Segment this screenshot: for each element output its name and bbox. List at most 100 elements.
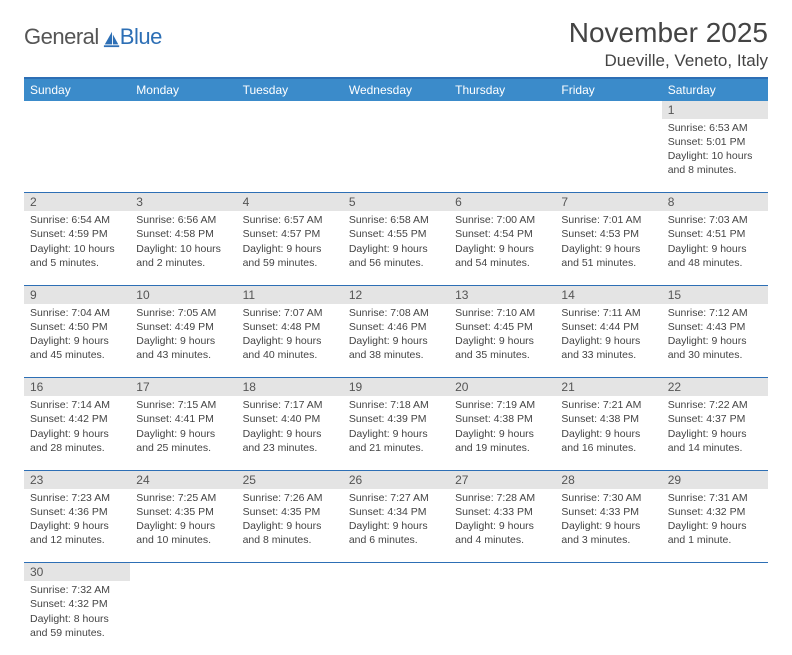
day-number: [130, 101, 236, 119]
day-details: Sunrise: 7:08 AMSunset: 4:46 PMDaylight:…: [343, 304, 449, 367]
day-cell: Sunrise: 7:03 AMSunset: 4:51 PMDaylight:…: [662, 211, 768, 285]
col-saturday: Saturday: [662, 78, 768, 101]
day-details: Sunrise: 7:12 AMSunset: 4:43 PMDaylight:…: [662, 304, 768, 367]
sunset-text: Sunset: 4:58 PM: [136, 227, 230, 241]
day-number: 24: [130, 470, 236, 489]
daylight-text: Daylight: 9 hours and 3 minutes.: [561, 519, 655, 547]
day-details: Sunrise: 7:30 AMSunset: 4:33 PMDaylight:…: [555, 489, 661, 552]
day-number: [662, 563, 768, 582]
sunrise-text: Sunrise: 7:05 AM: [136, 306, 230, 320]
day-cell: Sunrise: 7:30 AMSunset: 4:33 PMDaylight:…: [555, 489, 661, 563]
daylight-text: Daylight: 9 hours and 14 minutes.: [668, 427, 762, 455]
day-cell: Sunrise: 7:25 AMSunset: 4:35 PMDaylight:…: [130, 489, 236, 563]
day-details: Sunrise: 7:32 AMSunset: 4:32 PMDaylight:…: [24, 581, 130, 644]
daylight-text: Daylight: 9 hours and 30 minutes.: [668, 334, 762, 362]
calendar-body: 1Sunrise: 6:53 AMSunset: 5:01 PMDaylight…: [24, 101, 768, 655]
day-details: Sunrise: 6:58 AMSunset: 4:55 PMDaylight:…: [343, 211, 449, 274]
day-cell: Sunrise: 7:23 AMSunset: 4:36 PMDaylight:…: [24, 489, 130, 563]
week-row: Sunrise: 6:54 AMSunset: 4:59 PMDaylight:…: [24, 211, 768, 285]
daylight-text: Daylight: 9 hours and 12 minutes.: [30, 519, 124, 547]
day-details: Sunrise: 7:18 AMSunset: 4:39 PMDaylight:…: [343, 396, 449, 459]
sunrise-text: Sunrise: 7:17 AM: [243, 398, 337, 412]
sunset-text: Sunset: 4:37 PM: [668, 412, 762, 426]
sunrise-text: Sunrise: 7:21 AM: [561, 398, 655, 412]
sunrise-text: Sunrise: 7:30 AM: [561, 491, 655, 505]
day-number: [449, 563, 555, 582]
day-details: Sunrise: 7:03 AMSunset: 4:51 PMDaylight:…: [662, 211, 768, 274]
daylight-text: Daylight: 10 hours and 8 minutes.: [668, 149, 762, 177]
day-details: Sunrise: 7:11 AMSunset: 4:44 PMDaylight:…: [555, 304, 661, 367]
location-label: Dueville, Veneto, Italy: [569, 51, 768, 71]
daynum-row: 9101112131415: [24, 285, 768, 304]
day-cell: Sunrise: 7:26 AMSunset: 4:35 PMDaylight:…: [237, 489, 343, 563]
day-number: 6: [449, 193, 555, 212]
day-number: 30: [24, 563, 130, 582]
day-cell: Sunrise: 7:07 AMSunset: 4:48 PMDaylight:…: [237, 304, 343, 378]
title-block: November 2025 Dueville, Veneto, Italy: [569, 18, 768, 71]
day-cell: [343, 119, 449, 193]
daylight-text: Daylight: 9 hours and 45 minutes.: [30, 334, 124, 362]
day-details: Sunrise: 7:27 AMSunset: 4:34 PMDaylight:…: [343, 489, 449, 552]
day-details: Sunrise: 7:05 AMSunset: 4:49 PMDaylight:…: [130, 304, 236, 367]
sunrise-text: Sunrise: 7:10 AM: [455, 306, 549, 320]
day-details: Sunrise: 6:56 AMSunset: 4:58 PMDaylight:…: [130, 211, 236, 274]
day-details: Sunrise: 7:01 AMSunset: 4:53 PMDaylight:…: [555, 211, 661, 274]
calendar-page: General Blue November 2025 Dueville, Ven…: [0, 0, 792, 655]
month-title: November 2025: [569, 18, 768, 49]
sunrise-text: Sunrise: 6:56 AM: [136, 213, 230, 227]
daylight-text: Daylight: 9 hours and 8 minutes.: [243, 519, 337, 547]
day-number: [24, 101, 130, 119]
day-cell: Sunrise: 7:05 AMSunset: 4:49 PMDaylight:…: [130, 304, 236, 378]
day-cell: Sunrise: 7:04 AMSunset: 4:50 PMDaylight:…: [24, 304, 130, 378]
sunset-text: Sunset: 4:40 PM: [243, 412, 337, 426]
sunrise-text: Sunrise: 7:23 AM: [30, 491, 124, 505]
page-header: General Blue November 2025 Dueville, Ven…: [24, 18, 768, 71]
day-details: Sunrise: 7:00 AMSunset: 4:54 PMDaylight:…: [449, 211, 555, 274]
day-number: 14: [555, 285, 661, 304]
daynum-row: 30: [24, 563, 768, 582]
day-number: 4: [237, 193, 343, 212]
sunset-text: Sunset: 4:32 PM: [668, 505, 762, 519]
week-row: Sunrise: 7:14 AMSunset: 4:42 PMDaylight:…: [24, 396, 768, 470]
day-number: [237, 563, 343, 582]
day-cell: Sunrise: 7:32 AMSunset: 4:32 PMDaylight:…: [24, 581, 130, 655]
sunrise-text: Sunrise: 7:22 AM: [668, 398, 762, 412]
daylight-text: Daylight: 9 hours and 19 minutes.: [455, 427, 549, 455]
sunset-text: Sunset: 4:36 PM: [30, 505, 124, 519]
daylight-text: Daylight: 9 hours and 33 minutes.: [561, 334, 655, 362]
col-wednesday: Wednesday: [343, 78, 449, 101]
day-number: 8: [662, 193, 768, 212]
day-number: 12: [343, 285, 449, 304]
day-number: 10: [130, 285, 236, 304]
daynum-row: 1: [24, 101, 768, 119]
day-number: 15: [662, 285, 768, 304]
sunrise-text: Sunrise: 6:53 AM: [668, 121, 762, 135]
daylight-text: Daylight: 9 hours and 43 minutes.: [136, 334, 230, 362]
sunset-text: Sunset: 4:48 PM: [243, 320, 337, 334]
day-cell: Sunrise: 7:10 AMSunset: 4:45 PMDaylight:…: [449, 304, 555, 378]
day-number: [343, 563, 449, 582]
day-cell: [130, 119, 236, 193]
day-details: Sunrise: 7:17 AMSunset: 4:40 PMDaylight:…: [237, 396, 343, 459]
sunset-text: Sunset: 4:35 PM: [136, 505, 230, 519]
day-number: 20: [449, 378, 555, 397]
day-cell: Sunrise: 7:14 AMSunset: 4:42 PMDaylight:…: [24, 396, 130, 470]
day-number: [343, 101, 449, 119]
sunrise-text: Sunrise: 7:28 AM: [455, 491, 549, 505]
day-cell: [555, 581, 661, 655]
sunset-text: Sunset: 4:43 PM: [668, 320, 762, 334]
day-number: [555, 101, 661, 119]
sunrise-text: Sunrise: 7:18 AM: [349, 398, 443, 412]
sail-icon: [103, 30, 121, 48]
day-cell: Sunrise: 7:15 AMSunset: 4:41 PMDaylight:…: [130, 396, 236, 470]
day-cell: [555, 119, 661, 193]
day-cell: Sunrise: 7:00 AMSunset: 4:54 PMDaylight:…: [449, 211, 555, 285]
day-number: 23: [24, 470, 130, 489]
sunrise-text: Sunrise: 7:25 AM: [136, 491, 230, 505]
day-cell: Sunrise: 7:31 AMSunset: 4:32 PMDaylight:…: [662, 489, 768, 563]
sunset-text: Sunset: 4:50 PM: [30, 320, 124, 334]
day-details: Sunrise: 7:21 AMSunset: 4:38 PMDaylight:…: [555, 396, 661, 459]
day-number: 21: [555, 378, 661, 397]
daylight-text: Daylight: 9 hours and 25 minutes.: [136, 427, 230, 455]
day-number: [555, 563, 661, 582]
